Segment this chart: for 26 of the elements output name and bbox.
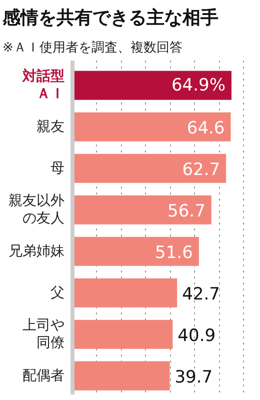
bar: [72, 236, 199, 266]
data-label: 39.7: [174, 367, 213, 388]
data-label: 64.6: [186, 118, 225, 138]
bar: [72, 361, 170, 390]
y-tick-label: 兄弟姉妹: [8, 243, 64, 260]
y-tick-label: 親友以外の友人: [8, 193, 64, 227]
y-tick-label: 親友: [36, 118, 64, 135]
bar: [72, 154, 226, 183]
data-label: 62.7: [182, 160, 220, 180]
bar: [72, 195, 212, 224]
data-label: 42.7: [182, 284, 220, 304]
data-label: 40.9: [178, 326, 216, 346]
chart-title: 感情を共有できる主な相手: [2, 8, 218, 28]
data-label: 51.6: [155, 242, 193, 263]
y-tick-label: 上司や同僚: [22, 318, 64, 352]
y-tick-label: 父: [50, 284, 64, 301]
bar: [72, 112, 231, 142]
data-label: 64.9%: [171, 75, 226, 96]
chart-subtitle: ※ＡＩ使用者を調査、複数回答: [2, 40, 182, 56]
bar: [72, 320, 173, 349]
data-label: 56.7: [168, 201, 206, 222]
y-tick-label: 配偶者: [22, 368, 64, 384]
y-tick-label: 対話型ＡＩ: [22, 68, 64, 102]
y-tick-label: 母: [50, 160, 64, 176]
bar: [72, 278, 178, 308]
bar: [72, 70, 232, 100]
